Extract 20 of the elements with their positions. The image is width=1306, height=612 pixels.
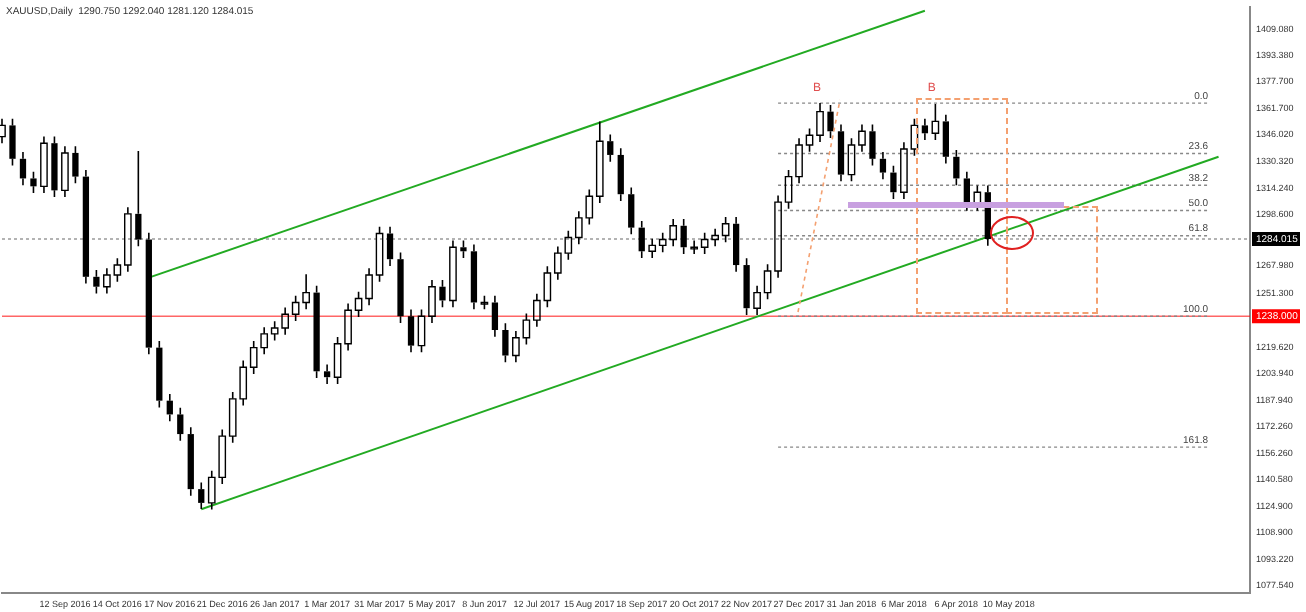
candlestick <box>166 393 173 422</box>
candlestick <box>470 243 478 310</box>
candlestick <box>491 294 499 338</box>
candlestick <box>732 216 740 273</box>
candlestick <box>617 147 624 202</box>
candlestick <box>942 113 950 165</box>
candlestick <box>931 103 940 141</box>
candlestick <box>628 186 635 236</box>
candlestick <box>145 232 152 356</box>
candlestick <box>177 406 184 442</box>
candlestick <box>386 225 394 267</box>
candlestick <box>19 151 27 186</box>
candlestick <box>837 123 845 183</box>
candlestick <box>407 308 415 354</box>
candlestick <box>187 426 194 497</box>
candlestick <box>921 117 929 141</box>
candlestick <box>198 481 205 510</box>
candlestick <box>879 151 887 181</box>
candlestick <box>323 363 331 385</box>
candlestick <box>82 169 90 285</box>
